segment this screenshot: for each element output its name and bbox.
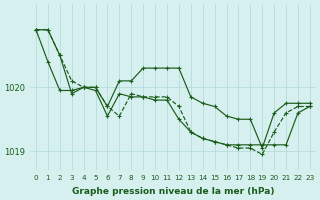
X-axis label: Graphe pression niveau de la mer (hPa): Graphe pression niveau de la mer (hPa) [72, 187, 274, 196]
